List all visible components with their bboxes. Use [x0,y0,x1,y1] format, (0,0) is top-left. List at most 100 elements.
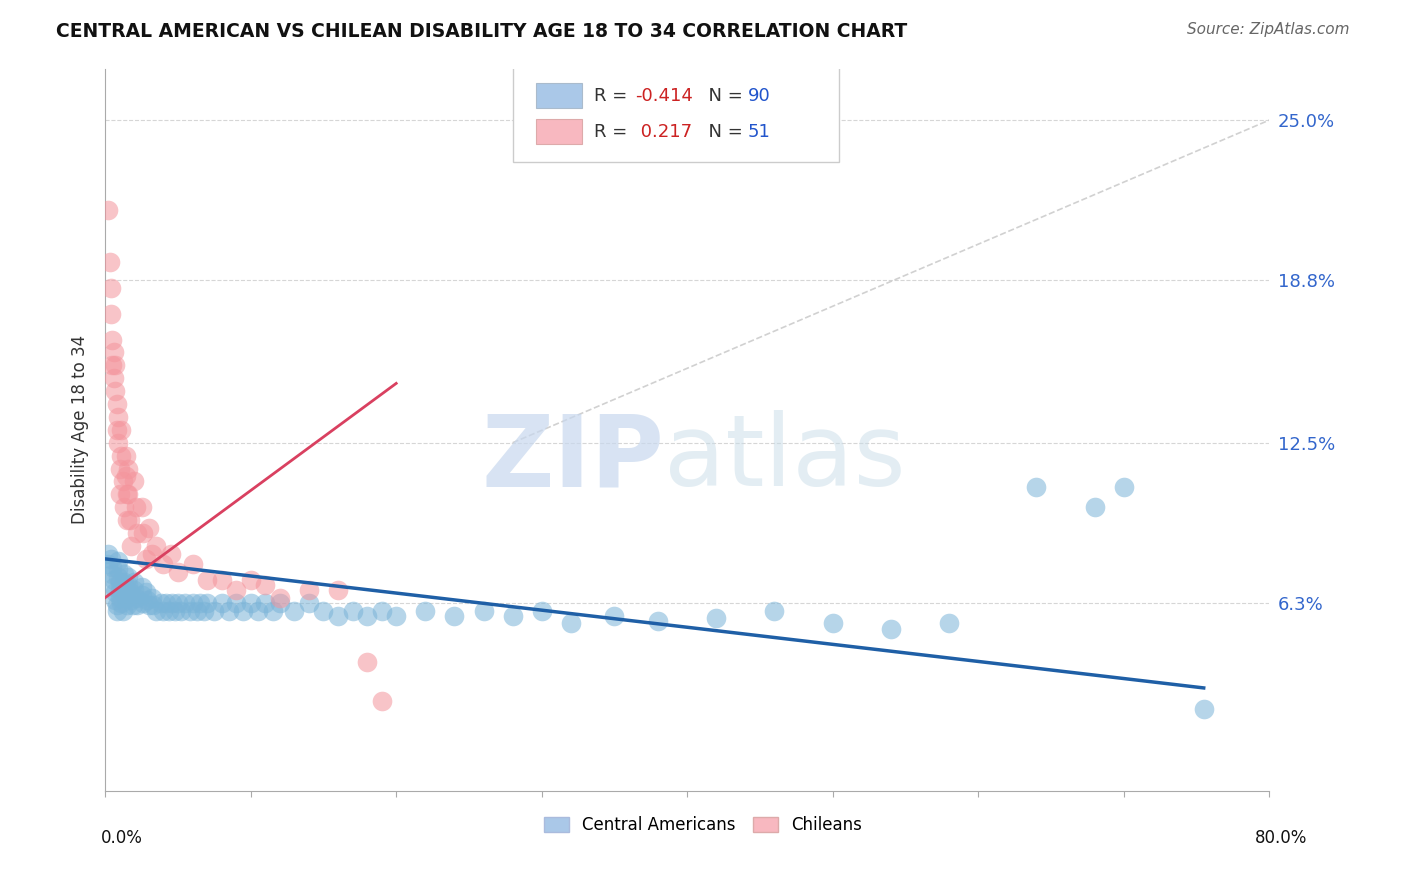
Point [195,596,218,610]
Point [131,588,153,602]
Point [560,616,582,631]
Point [127,599,149,613]
Point [370,694,392,708]
Point [110,423,132,437]
Point [103,345,125,359]
Point [108,582,131,597]
Point [101,567,124,582]
Point [118,513,141,527]
Point [1112,480,1135,494]
Point [112,575,135,590]
Point [239,573,262,587]
Point [159,547,181,561]
Point [356,608,378,623]
Point [103,573,125,587]
Point [530,603,553,617]
Text: CENTRAL AMERICAN VS CHILEAN DISABILITY AGE 18 TO 34 CORRELATION CHART: CENTRAL AMERICAN VS CHILEAN DISABILITY A… [56,22,907,41]
Point [145,539,167,553]
Point [101,333,124,347]
Point [117,461,139,475]
Y-axis label: Disability Age 18 to 34: Disability Age 18 to 34 [72,335,89,524]
Point [136,593,159,607]
Point [104,585,127,599]
Point [121,599,143,613]
Point [111,475,134,489]
Text: 51: 51 [748,123,770,141]
Point [124,582,146,597]
Point [100,307,122,321]
Point [117,570,139,584]
Point [105,423,128,437]
Point [502,608,524,623]
Point [141,591,163,605]
Point [131,580,153,594]
Point [115,487,138,501]
Point [763,603,786,617]
Text: N =: N = [696,123,748,141]
Point [107,435,129,450]
Point [104,359,127,373]
Point [114,469,136,483]
Point [115,599,138,613]
Point [225,582,247,597]
Text: atlas: atlas [664,410,905,508]
Point [218,603,240,617]
Point [603,608,626,623]
Point [211,596,233,610]
Point [100,281,122,295]
Point [138,599,160,613]
Point [1192,701,1215,715]
Point [254,596,277,610]
Point [149,596,172,610]
Point [326,582,349,597]
Point [193,603,215,617]
Text: N =: N = [696,87,748,105]
Point [246,603,269,617]
Point [647,614,669,628]
Point [125,500,148,515]
Point [472,603,495,617]
Point [114,449,136,463]
Point [97,557,120,571]
Point [298,596,321,610]
Point [131,500,153,515]
Point [103,371,125,385]
Point [167,596,190,610]
Point [385,608,408,623]
Point [108,461,131,475]
Point [107,562,129,576]
Point [880,622,903,636]
Point [152,603,174,617]
Point [135,585,157,599]
Point [225,596,247,610]
Point [186,603,208,617]
Point [107,570,129,584]
Point [120,539,142,553]
Point [100,552,122,566]
Point [170,603,193,617]
Point [103,580,125,594]
Bar [536,120,582,145]
Point [370,603,392,617]
Point [155,596,177,610]
Point [356,655,378,669]
Point [157,603,180,617]
Point [152,557,174,571]
Point [104,384,127,398]
Point [112,500,135,515]
Point [181,596,204,610]
Point [938,616,960,631]
Point [117,577,139,591]
Point [443,608,465,623]
Point [105,603,128,617]
Point [239,596,262,610]
Point [174,596,197,610]
Text: Source: ZipAtlas.com: Source: ZipAtlas.com [1187,22,1350,37]
Point [283,603,305,617]
Point [125,591,148,605]
Point [145,603,167,617]
Point [108,487,131,501]
Point [1025,480,1047,494]
Point [101,359,124,373]
Point [97,203,120,218]
